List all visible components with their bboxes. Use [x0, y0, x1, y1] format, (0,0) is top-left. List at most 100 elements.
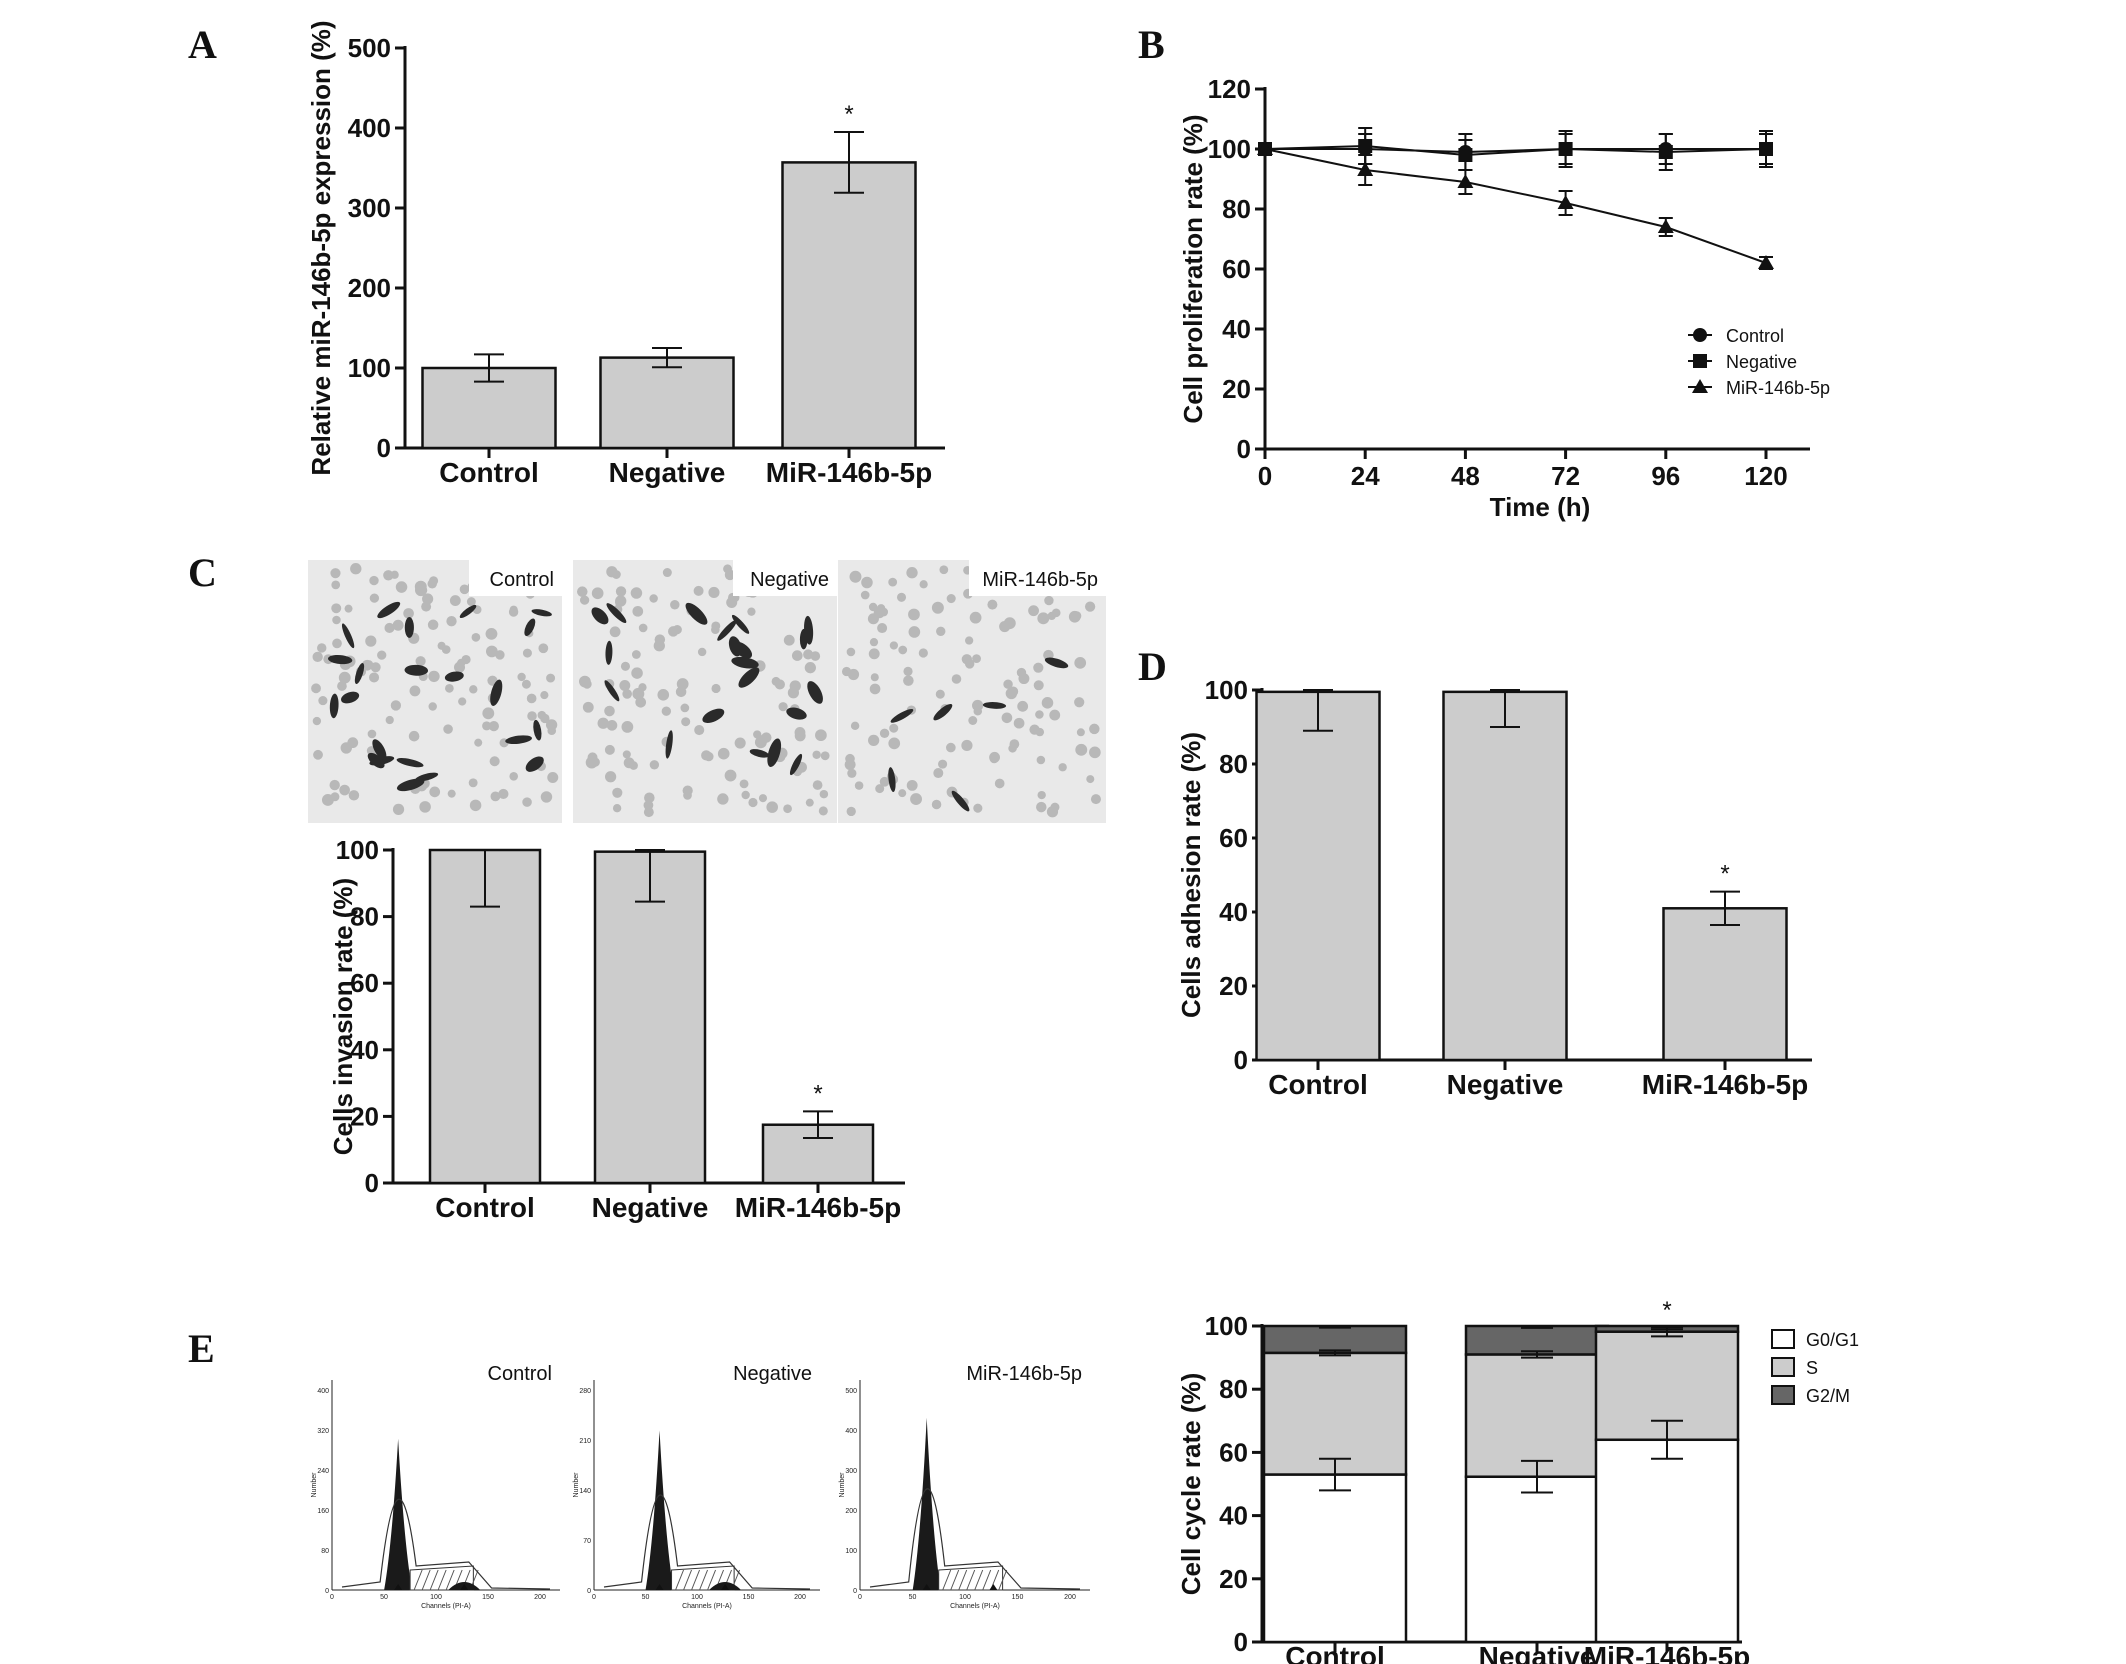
hatch-line	[958, 1569, 968, 1591]
legend-label: G2/M	[1806, 1386, 1850, 1406]
cell-dot	[869, 683, 881, 695]
cell-dot	[604, 705, 615, 717]
cell-dot	[964, 659, 975, 669]
g0g1-peak	[645, 1430, 674, 1590]
cell-dot	[369, 672, 380, 683]
y-axis-title: Cells adhesion rate (%)	[1176, 732, 1206, 1018]
legend-swatch	[1771, 1385, 1795, 1405]
cell-dot	[846, 806, 856, 817]
gate-arrow	[655, 1584, 664, 1590]
y-axis-title: Relative miR-146b-5p expression (%)	[306, 20, 336, 475]
cell-dot	[344, 604, 353, 613]
cell-dot	[1028, 605, 1039, 617]
cell-dot	[384, 622, 395, 633]
x-category-label: Control	[1268, 1069, 1368, 1100]
y-axis-title: Cells invasion rate (%)	[328, 878, 358, 1155]
cell-dot	[726, 597, 738, 609]
cell-dot	[748, 797, 758, 808]
cell-dot	[753, 730, 762, 739]
cell-dot	[888, 577, 898, 587]
invaded-cell	[341, 623, 355, 649]
cell-dot	[1090, 794, 1101, 805]
significance-marker: *	[1720, 861, 1729, 888]
hatch-line	[683, 1569, 693, 1591]
hist-label: Negative	[733, 1363, 812, 1385]
cell-dot	[791, 650, 803, 661]
cell-dot	[1037, 790, 1046, 800]
invaded-cell	[604, 680, 620, 702]
cell-dot	[632, 605, 644, 617]
y-tick-label: 20	[1219, 1564, 1248, 1594]
gate-arrow	[989, 1584, 998, 1590]
y-tick-label: 80	[350, 902, 379, 932]
invaded-cell	[733, 641, 753, 659]
data-point-negative	[1759, 142, 1773, 156]
cell-dot	[989, 754, 999, 764]
cell-dot	[489, 756, 500, 767]
micrograph-label: MiR-146b-5p	[982, 569, 1098, 591]
y-tick-label: 500	[348, 33, 391, 63]
hatch-line	[707, 1569, 717, 1591]
g0g1-peak	[912, 1417, 941, 1590]
invaded-cell	[367, 752, 385, 769]
cell-dot	[597, 717, 609, 729]
cell-dot	[847, 768, 857, 778]
invaded-cell	[396, 778, 425, 792]
cell-dot	[638, 623, 648, 633]
hatch-line	[950, 1569, 960, 1591]
cell-dot	[1084, 601, 1096, 612]
legend-marker-mir-146b-5p	[1692, 379, 1708, 393]
hatch-line	[691, 1569, 701, 1591]
hist-x-tick: 200	[534, 1594, 546, 1601]
stack-g0g1	[1262, 1473, 1408, 1644]
cell-dot	[724, 569, 736, 581]
cell-dot	[409, 685, 421, 697]
micrograph-label-bg	[969, 560, 1106, 596]
cell-dot	[365, 660, 374, 669]
x-category-label: Control	[439, 457, 539, 488]
s-phase-area	[938, 1565, 1004, 1591]
cell-dot	[337, 681, 347, 691]
cell-dot	[313, 749, 323, 760]
cell-dot	[1086, 775, 1095, 784]
cell-dot	[428, 702, 437, 711]
cell-dot	[1005, 687, 1018, 700]
y-axis-title: Cell cycle rate (%)	[1176, 1373, 1206, 1596]
cell-dot	[1089, 746, 1101, 759]
x-category-label: MiR-146b-5p	[735, 1192, 901, 1223]
cell-dot	[547, 726, 557, 736]
hist-y-tick: 160	[317, 1508, 329, 1515]
invaded-cell	[888, 767, 896, 792]
cell-dot	[339, 784, 350, 796]
cell-dot	[350, 563, 362, 575]
cell-dot	[546, 673, 556, 683]
cell-dot	[1033, 662, 1044, 673]
cell-dot	[421, 601, 432, 612]
micrograph-label-bg	[733, 560, 837, 596]
cell-dot	[485, 627, 498, 640]
stack-g2m	[1464, 1324, 1610, 1356]
data-point-negative	[1358, 139, 1373, 153]
hatch-line	[413, 1569, 423, 1591]
cell-dot	[968, 716, 978, 726]
hist-x-tick: 0	[592, 1594, 596, 1601]
cell-dot	[330, 792, 340, 802]
cell-dot	[654, 634, 666, 645]
cell-dot	[910, 793, 922, 806]
invaded-cell	[951, 790, 970, 812]
cell-dot	[630, 587, 643, 599]
bar-mir-146b-5p	[781, 161, 917, 450]
cell-dot	[1058, 763, 1067, 772]
significance-marker: *	[813, 1080, 822, 1107]
cell-dot	[340, 742, 352, 754]
cell-dot	[459, 584, 470, 595]
hist-y-tick: 300	[845, 1468, 857, 1475]
cell-dot	[1016, 667, 1027, 678]
cell-dot	[933, 768, 944, 779]
cell-dot	[717, 747, 730, 760]
hist-y-tick: 400	[317, 1388, 329, 1395]
y-tick-label: 40	[1219, 1501, 1248, 1531]
cell-dot	[697, 647, 707, 657]
y-tick-label: 100	[348, 353, 391, 383]
cell-dot	[408, 730, 420, 742]
